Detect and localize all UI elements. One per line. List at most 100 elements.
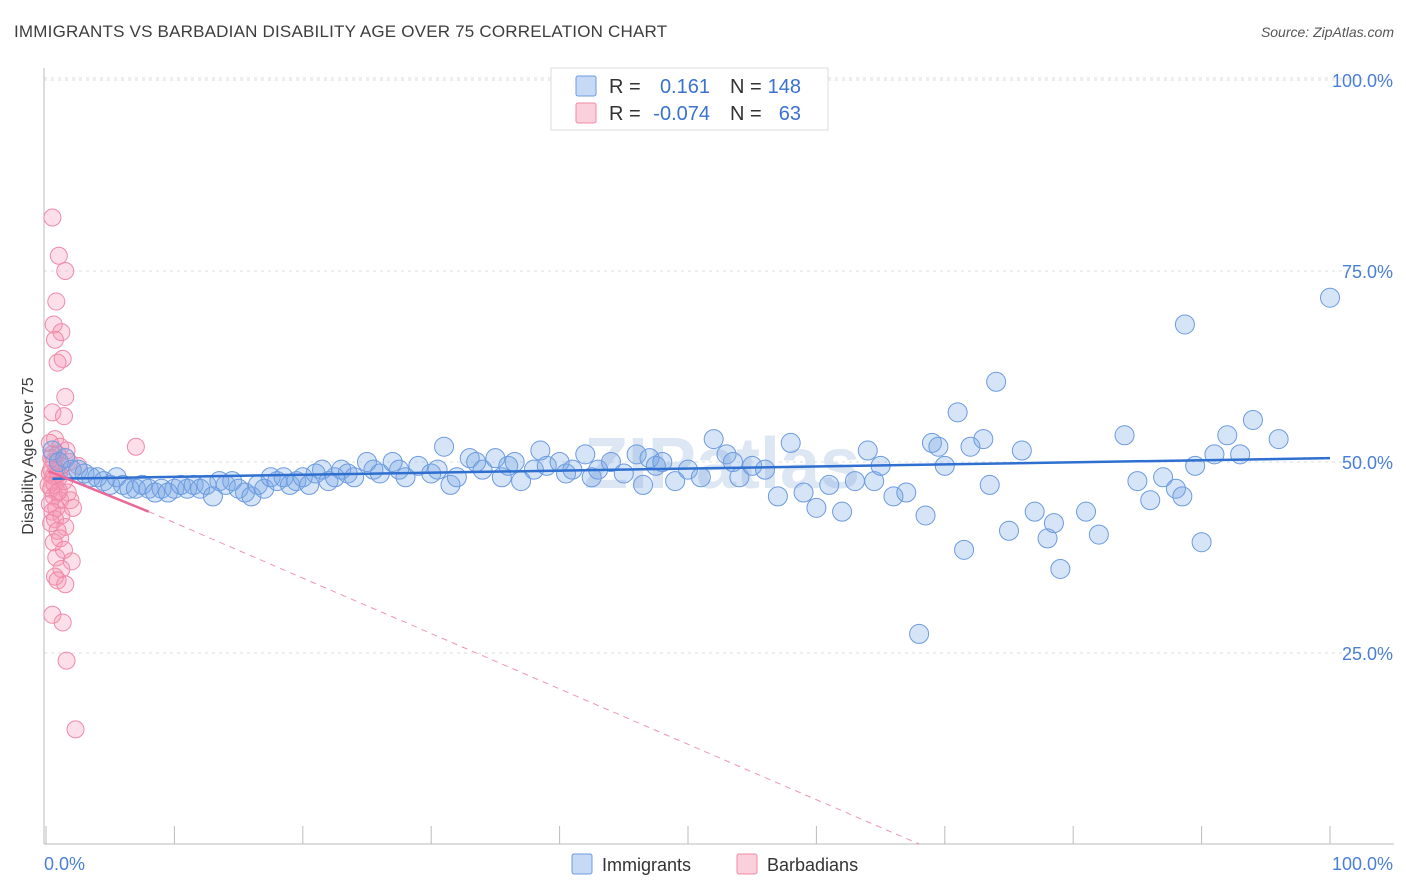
immigrants-point xyxy=(844,471,865,492)
immigrants-point xyxy=(235,482,256,503)
immigrants-point xyxy=(986,371,1007,392)
immigrants-point xyxy=(1037,528,1058,549)
immigrants-point xyxy=(42,440,63,461)
immigrants-point xyxy=(915,505,936,526)
immigrants-point xyxy=(652,452,673,472)
barbadians-point xyxy=(56,262,75,280)
immigrants-point xyxy=(575,444,596,465)
barbadians-point xyxy=(53,613,72,632)
immigrants-point xyxy=(530,440,551,461)
immigrants-point xyxy=(819,474,840,495)
barbadians-point xyxy=(48,353,67,372)
legend-box xyxy=(550,67,829,131)
barbadians-point xyxy=(52,559,71,578)
immigrants-point xyxy=(1140,490,1161,511)
immigrants-point xyxy=(408,455,429,476)
barbadians-point xyxy=(52,323,71,342)
barbadians-trend-line xyxy=(48,470,150,513)
immigrants-point xyxy=(157,482,178,503)
barbadians-point xyxy=(63,498,82,517)
barbadians-point xyxy=(49,482,68,501)
bottom-legend-label-barbadians: Barbadians xyxy=(767,855,858,875)
barbadians-point xyxy=(54,407,73,426)
immigrants-point xyxy=(286,471,307,492)
immigrants-point xyxy=(1268,429,1289,450)
immigrants-point xyxy=(1191,532,1212,553)
barbadians-point xyxy=(43,208,62,227)
immigrants-point xyxy=(93,471,114,492)
legend-swatch-immigrants xyxy=(575,75,597,97)
barbadians-point xyxy=(43,403,62,422)
immigrants-point xyxy=(767,486,788,507)
immigrants-point xyxy=(857,440,878,461)
immigrants-point xyxy=(1230,444,1251,465)
immigrants-point xyxy=(504,452,525,472)
barbadians-trend-line-extended xyxy=(148,511,920,845)
immigrants-point xyxy=(48,452,69,472)
immigrants-point xyxy=(864,471,885,492)
immigrants-point xyxy=(190,478,211,499)
immigrants-point xyxy=(928,436,949,457)
immigrants-point xyxy=(459,448,480,469)
immigrants-point xyxy=(1127,471,1148,492)
immigrants-point xyxy=(934,455,955,476)
immigrants-trend-line xyxy=(52,456,1331,481)
barbadians-point xyxy=(43,605,62,624)
immigrants-point xyxy=(613,463,634,484)
immigrants-point xyxy=(645,455,666,476)
immigrants-point xyxy=(780,432,801,453)
immigrants-point xyxy=(1050,558,1071,579)
y-tick-label: 75.0% xyxy=(1342,262,1393,282)
y-tick-label: 100.0% xyxy=(1332,71,1393,91)
immigrants-point xyxy=(1088,524,1109,545)
immigrants-point xyxy=(427,459,448,480)
immigrants-point xyxy=(1043,513,1064,534)
immigrants-point xyxy=(960,436,981,457)
immigrants-point xyxy=(254,478,275,499)
immigrants-point xyxy=(434,436,455,457)
immigrants-point xyxy=(556,463,577,484)
barbadians-point xyxy=(39,475,58,494)
barbadians-point xyxy=(66,720,85,739)
correlation-legend: R = 0.161 N = 148 R = -0.074 N = 63 xyxy=(550,67,829,131)
barbadians-point xyxy=(42,514,61,533)
barbadians-point xyxy=(62,552,81,571)
source-label: Source: ZipAtlas.com xyxy=(1260,24,1394,40)
legend-n-label-1: N = xyxy=(730,76,762,98)
immigrants-point xyxy=(999,520,1019,541)
immigrants-point xyxy=(1174,314,1195,335)
legend-swatch-barbadians xyxy=(575,102,597,124)
legend-n-value-1: 148 xyxy=(768,76,801,98)
y-tick-label: 50.0% xyxy=(1342,453,1393,473)
barbadians-points xyxy=(39,208,145,739)
barbadians-point xyxy=(44,315,63,334)
immigrants-point xyxy=(344,467,365,488)
chart-title: IMMIGRANTS VS BARBADIAN DISABILITY AGE O… xyxy=(14,22,668,41)
immigrants-point xyxy=(954,539,975,560)
immigrants-point xyxy=(690,467,711,488)
x-tick-label-min: 0.0% xyxy=(44,854,85,874)
immigrants-point xyxy=(1011,440,1032,461)
x-tick-label-max: 100.0% xyxy=(1332,854,1393,874)
immigrants-point xyxy=(665,471,686,492)
immigrants-point xyxy=(55,448,76,469)
immigrants-point xyxy=(1320,287,1340,308)
immigrants-point xyxy=(947,402,968,423)
immigrants-point xyxy=(241,486,262,507)
immigrants-points xyxy=(42,287,1340,644)
immigrants-point xyxy=(973,429,994,450)
immigrants-point xyxy=(600,452,621,472)
legend-r-label-1: R = xyxy=(609,76,641,98)
immigrants-point xyxy=(755,459,776,480)
legend-r-value-1: 0.161 xyxy=(660,76,710,98)
y-axis-label: Disability Age Over 75 xyxy=(20,377,37,535)
immigrants-point xyxy=(1114,425,1135,446)
immigrants-point xyxy=(202,486,223,507)
immigrants-point xyxy=(472,459,493,480)
immigrants-point xyxy=(626,444,647,465)
bottom-legend-swatch-immigrants xyxy=(571,853,593,875)
immigrants-point xyxy=(1242,409,1263,430)
barbadians-point xyxy=(56,575,75,594)
series-legend: Immigrants Barbadians xyxy=(571,853,858,875)
